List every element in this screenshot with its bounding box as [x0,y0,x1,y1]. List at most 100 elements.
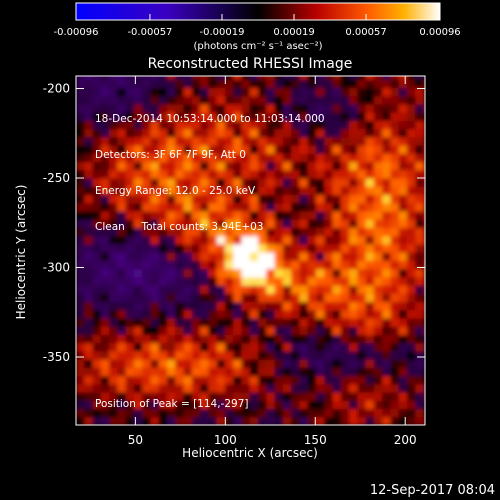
heatmap-cell [340,243,350,253]
heatmap-cell [249,416,259,425]
heatmap-cell [133,359,143,368]
heatmap-cell [167,79,176,88]
heatmap-cell [84,202,94,212]
heatmap-cell [84,383,94,393]
heatmap-cell [307,301,317,311]
heatmap-cell [175,260,185,270]
heatmap-cell [415,227,425,237]
heatmap-cell [167,392,176,401]
heatmap-cell [76,260,85,270]
heatmap-cell [423,367,425,377]
heatmap-cell [340,235,350,245]
heatmap-cell [307,169,317,179]
heatmap-cell [76,408,85,418]
heatmap-cell [142,408,152,418]
heatmap-cell [142,202,152,212]
heatmap-cell [357,103,367,113]
heatmap-cell [316,350,325,360]
heatmap-cell [340,210,350,220]
heatmap-cell [407,202,416,212]
heatmap-cell [407,342,416,352]
heatmap-cell [241,350,251,360]
heatmap-cell [183,416,193,425]
heatmap-cell [200,326,209,335]
heatmap-cell [183,383,193,393]
heatmap-cell [340,161,350,171]
heatmap-cell [233,79,243,88]
heatmap-cell [332,318,342,327]
heatmap-cell [142,235,152,245]
heatmap-cell [92,76,102,80]
heatmap-cell [324,260,334,270]
heatmap-cell [216,169,226,179]
heatmap-cell [241,103,251,113]
heatmap-cell [324,359,334,368]
heatmap-cell [125,408,135,418]
heatmap-cell [407,79,416,88]
heatmap-cell [324,318,334,327]
heatmap-cell [216,268,226,278]
heatmap-cell [100,392,110,401]
heatmap-cell [225,112,234,121]
heatmap-cell [357,416,367,425]
heatmap-cell [225,178,234,187]
heatmap-cell [84,169,94,179]
heatmap-cell [92,112,102,121]
heatmap-cell [316,285,325,294]
heatmap-cell [76,128,85,138]
heatmap-cell [340,136,350,146]
heatmap-cell [390,169,400,179]
heatmap-cell [100,326,110,335]
heatmap-cell [175,95,185,105]
heatmap-cell [324,326,334,335]
heatmap-cell [332,334,342,344]
heatmap-cell [84,219,94,228]
heatmap-cell [191,112,201,121]
heatmap-cell [142,301,152,311]
heatmap-cell [324,268,334,278]
heatmap-cell [316,178,325,187]
heatmap-cell [233,408,243,418]
heatmap-cell [109,128,118,138]
heatmap-cell [324,186,334,195]
heatmap-cell [100,243,110,253]
heatmap-cell [167,326,176,335]
heatmap-cell [373,202,383,212]
heatmap-cell [382,178,392,187]
heatmap-cell [175,383,185,393]
heatmap-cell [100,153,110,163]
heatmap-cell [266,359,276,368]
heatmap-cell [398,186,408,195]
heatmap-cell [398,350,408,360]
heatmap-cell [299,210,309,220]
heatmap-cell [183,268,193,278]
heatmap-cell [191,367,201,377]
heatmap-cell [407,408,416,418]
heatmap-cell [150,194,160,204]
heatmap-cell [282,400,292,410]
heatmap-cell [365,95,375,105]
heatmap-cell [258,334,267,344]
heatmap-cell [249,392,259,401]
heatmap-cell [225,392,234,401]
y-tick-label: -200 [43,82,70,96]
heatmap-cell [233,342,243,352]
heatmap-cell [150,375,160,385]
heatmap-cell [109,334,118,344]
heatmap-cell [307,318,317,327]
heatmap-cell [373,227,383,237]
heatmap-cell [158,153,168,163]
heatmap-cell [349,326,358,335]
heatmap-cell [266,285,276,294]
heatmap-cell [282,145,292,154]
heatmap-cell [191,375,201,385]
heatmap-cell [307,128,317,138]
heatmap-cell [282,219,292,228]
heatmap-cell [233,227,243,237]
heatmap-cell [225,87,234,97]
heatmap-cell [398,194,408,204]
heatmap-cell [167,153,176,163]
heatmap-cell [84,359,94,368]
heatmap-cell [208,153,218,163]
heatmap-cell [291,367,301,377]
